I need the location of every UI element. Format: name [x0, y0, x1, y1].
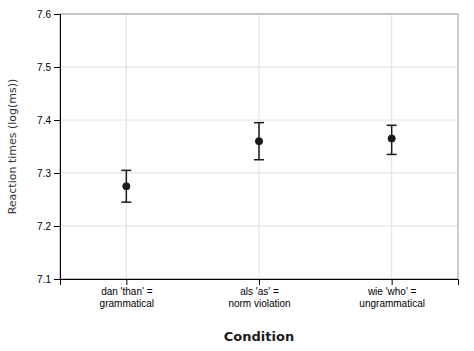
tick-label: 7.1	[37, 274, 51, 285]
tick: 7.1	[37, 274, 60, 285]
error-cap	[387, 125, 397, 127]
error-bar	[254, 123, 264, 160]
marks	[121, 123, 396, 202]
tick-mark	[54, 173, 60, 174]
tick: 7.4	[37, 115, 60, 126]
grid-line	[259, 14, 260, 279]
tick-label: 7.6	[37, 9, 51, 20]
tick-label-line: dan 'than' =	[101, 286, 153, 297]
tick-mark	[54, 226, 60, 227]
grid-line	[126, 14, 127, 279]
tick-label: 7.3	[37, 168, 51, 179]
x-axis-title: Condition	[224, 329, 294, 344]
plot: 7.1 7.2 7.3 7.4 7.5 7.6 dan 'than' =grammatica…	[37, 9, 458, 309]
tick: als 'as' =norm violation	[228, 279, 290, 309]
chart: 7.1 7.2 7.3 7.4 7.5 7.6 dan 'than' =grammatica…	[0, 0, 474, 351]
tick-mark	[54, 120, 60, 121]
tick-mark	[259, 279, 260, 285]
tick-label: wie 'who' =ungrammatical	[359, 286, 425, 309]
grid	[60, 14, 458, 279]
tick: dan 'than' =grammatical	[100, 279, 154, 309]
axis-line	[54, 15, 61, 280]
error-cap	[121, 201, 131, 203]
tick-label-line: als 'as' =	[240, 286, 279, 297]
axis-line	[61, 280, 459, 286]
tick-label: 7.5	[37, 62, 51, 73]
tick-label-line: norm violation	[228, 298, 290, 309]
error-cap	[387, 154, 397, 156]
point	[123, 183, 130, 190]
y-axis: 7.1 7.2 7.3 7.4 7.5 7.6	[37, 9, 60, 285]
tick-label-line: wie 'who' =	[367, 286, 417, 297]
grid-line	[391, 14, 392, 279]
plot-frame	[60, 14, 458, 279]
tick-mark	[392, 279, 393, 285]
tick-label: 7.2	[37, 221, 51, 232]
tick-label: als 'as' =norm violation	[228, 286, 290, 309]
point	[255, 138, 262, 145]
tick-mark	[54, 279, 60, 280]
error-cap	[254, 159, 264, 161]
tick: 7.2	[37, 221, 60, 232]
tick-mark	[54, 67, 60, 68]
error-cap	[121, 170, 131, 172]
tick-label-line: ungrammatical	[359, 298, 425, 309]
y-axis-title: Reaction times (log(ms))	[6, 79, 19, 215]
tick: 7.6	[37, 9, 60, 20]
tick-mark	[126, 279, 127, 285]
x-axis: dan 'than' =grammatical als 'as' =norm vi…	[61, 279, 459, 309]
error-cap	[254, 122, 264, 124]
tick-label: dan 'than' =grammatical	[100, 286, 154, 309]
tick: 7.5	[37, 62, 60, 73]
tick-label: 7.4	[37, 115, 51, 126]
tick: wie 'who' =ungrammatical	[359, 279, 425, 309]
tick-mark	[54, 14, 60, 15]
point	[388, 135, 395, 142]
tick-label-line: grammatical	[100, 298, 154, 309]
error-bar	[121, 170, 131, 202]
error-bar	[387, 125, 397, 154]
tick: 7.3	[37, 168, 60, 179]
